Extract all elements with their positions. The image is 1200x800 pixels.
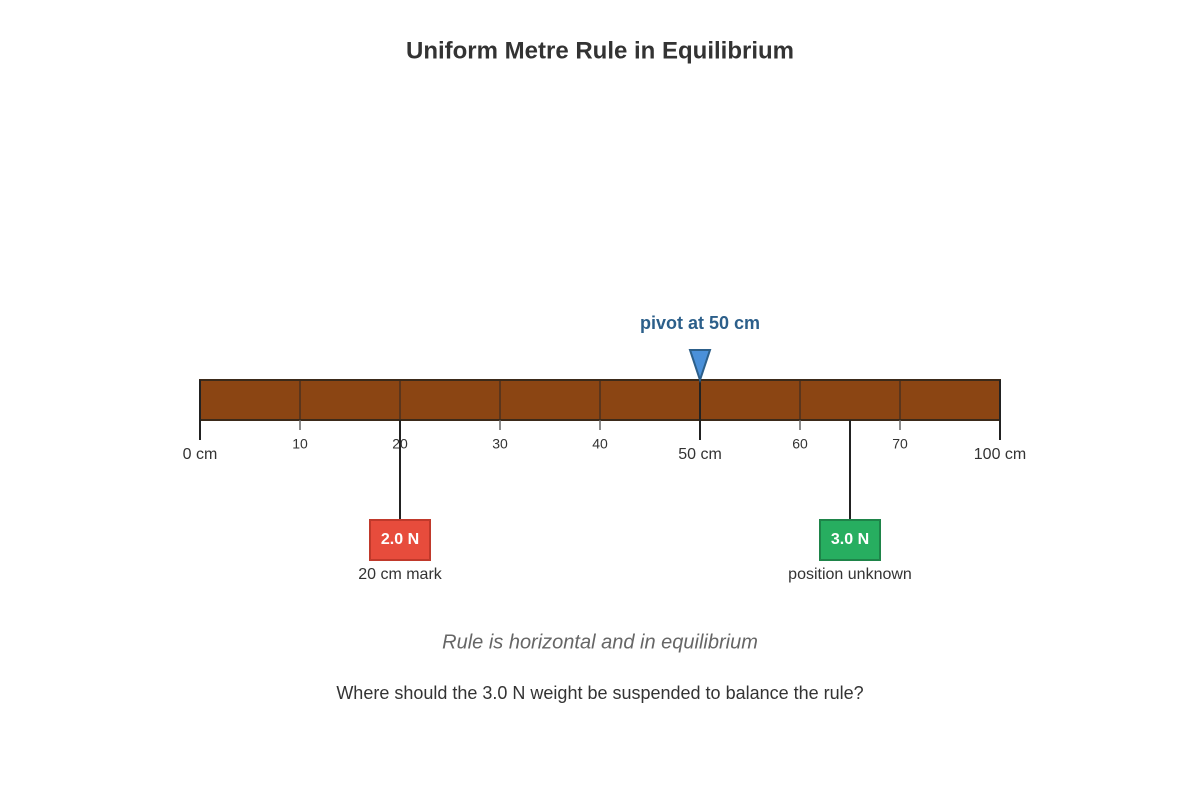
scale-label: 10 [292, 436, 308, 452]
scale-label: 40 [592, 436, 608, 452]
scale-label: 0 cm [183, 446, 218, 463]
scale-label: 100 cm [974, 446, 1026, 463]
weight-label: 3.0 N [831, 531, 869, 548]
pivot-label: pivot at 50 cm [640, 313, 760, 333]
scale-label: 50 cm [678, 446, 722, 463]
note: Rule is horizontal and in equilibrium [442, 631, 758, 653]
weight [369, 519, 431, 561]
pivot [688, 349, 712, 384]
scale-label: 30 [492, 436, 508, 452]
weight-caption: 20 cm mark [358, 566, 443, 583]
title: Uniform Metre Rule in Equilibrium [406, 37, 794, 64]
weight-label: 2.0 N [381, 531, 419, 548]
scale-label: 70 [892, 436, 908, 452]
weight [819, 519, 881, 561]
scale-label: 60 [792, 436, 808, 452]
weight-caption: position unknown [788, 566, 912, 583]
question: Where should the 3.0 N weight be suspend… [336, 683, 863, 703]
